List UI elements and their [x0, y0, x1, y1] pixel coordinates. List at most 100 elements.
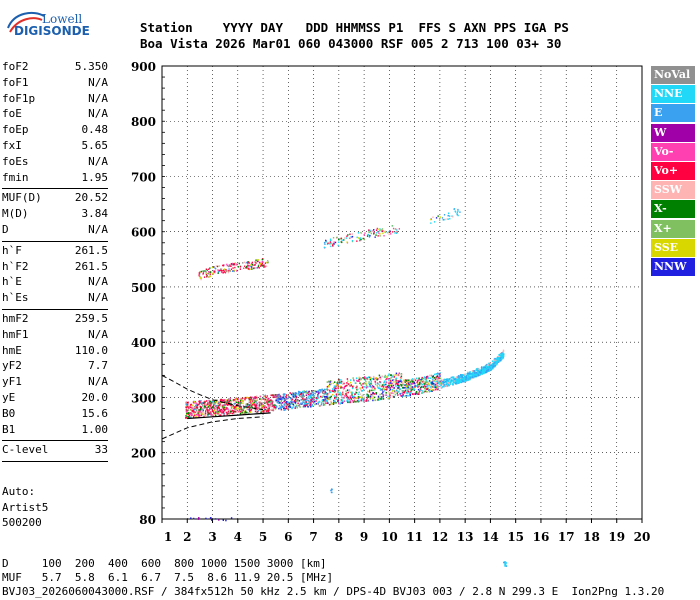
data-point: [292, 406, 294, 408]
data-point: [215, 411, 217, 413]
data-point: [223, 399, 225, 402]
data-point: [225, 400, 228, 403]
data-point: [497, 358, 500, 360]
data-point: [190, 406, 192, 408]
data-point: [407, 390, 410, 393]
param-row: hmF1 N/A: [2, 328, 108, 344]
data-point: [244, 396, 247, 399]
data-point: [453, 378, 456, 381]
param-value: 20.0: [81, 390, 109, 404]
data-point: [292, 392, 294, 394]
data-point: [287, 394, 289, 397]
data-point: [254, 264, 256, 266]
data-point: [247, 262, 249, 264]
data-point: [434, 378, 437, 381]
data-point: [365, 384, 368, 386]
data-point: [218, 519, 220, 521]
data-point: [485, 365, 487, 367]
data-point: [320, 402, 323, 404]
data-point: [213, 266, 215, 268]
data-point: [459, 211, 461, 213]
data-point: [332, 243, 334, 245]
data-point: [370, 383, 373, 385]
data-point: [433, 386, 435, 389]
data-point: [250, 397, 252, 399]
data-point: [237, 398, 240, 400]
data-point: [225, 407, 227, 409]
data-point: [367, 395, 369, 398]
data-point: [340, 238, 343, 241]
data-point: [212, 410, 214, 413]
data-point: [274, 405, 277, 408]
data-point: [303, 395, 305, 398]
data-point: [351, 233, 353, 235]
data-point: [459, 374, 462, 376]
data-point: [421, 386, 423, 388]
data-point: [256, 397, 258, 400]
data-point: [487, 369, 489, 372]
data-point: [342, 388, 345, 391]
data-point: [382, 388, 384, 390]
data-point: [288, 396, 290, 398]
data-point: [219, 405, 222, 407]
data-point: [262, 258, 264, 260]
data-point: [208, 406, 210, 408]
data-point: [282, 406, 284, 408]
data-point: [209, 413, 212, 416]
data-point: [322, 399, 324, 401]
data-point: [439, 373, 441, 375]
data-point: [373, 378, 375, 381]
data-point: [243, 261, 246, 264]
data-point: [337, 399, 340, 402]
param-value: 1.00: [81, 422, 109, 436]
data-point: [324, 395, 326, 398]
data-point: [303, 390, 305, 392]
param-key: yE: [2, 390, 16, 404]
legend-item-nnw: NNW: [651, 257, 695, 276]
data-point: [498, 357, 500, 359]
data-point: [215, 412, 217, 414]
data-point: [248, 412, 250, 414]
data-point: [401, 395, 403, 397]
data-point: [369, 231, 371, 233]
data-point: [242, 412, 245, 414]
data-point: [439, 380, 441, 383]
data-point: [376, 378, 378, 381]
data-point: [245, 403, 247, 405]
data-point: [344, 237, 346, 239]
data-point: [424, 388, 427, 390]
data-point: [236, 398, 239, 401]
data-point: [225, 269, 227, 271]
data-point: [247, 261, 249, 263]
data-point: [345, 391, 348, 394]
data-point: [279, 402, 282, 404]
data-point: [432, 216, 434, 218]
data-point: [280, 404, 283, 407]
data-point: [205, 517, 207, 520]
data-point: [363, 378, 366, 381]
data-point: [229, 409, 231, 412]
data-point: [344, 395, 346, 397]
data-point: [360, 238, 362, 241]
data-point: [437, 377, 439, 379]
data-point: [437, 388, 439, 391]
data-point: [314, 390, 316, 392]
data-point: [438, 375, 440, 378]
data-point: [368, 391, 371, 393]
data-point: [193, 517, 195, 520]
data-point: [337, 389, 339, 392]
data-point: [337, 400, 339, 403]
data-point: [210, 403, 212, 406]
data-point: [429, 390, 432, 392]
data-point: [295, 392, 297, 395]
data-point: [328, 380, 330, 383]
data-point: [359, 393, 361, 395]
data-point: [416, 391, 419, 394]
data-point: [446, 218, 448, 220]
data-point: [241, 409, 243, 412]
data-point: [254, 402, 257, 405]
data-point: [402, 390, 404, 392]
data-point: [383, 382, 385, 384]
data-point: [450, 376, 452, 379]
data-point: [363, 388, 365, 391]
